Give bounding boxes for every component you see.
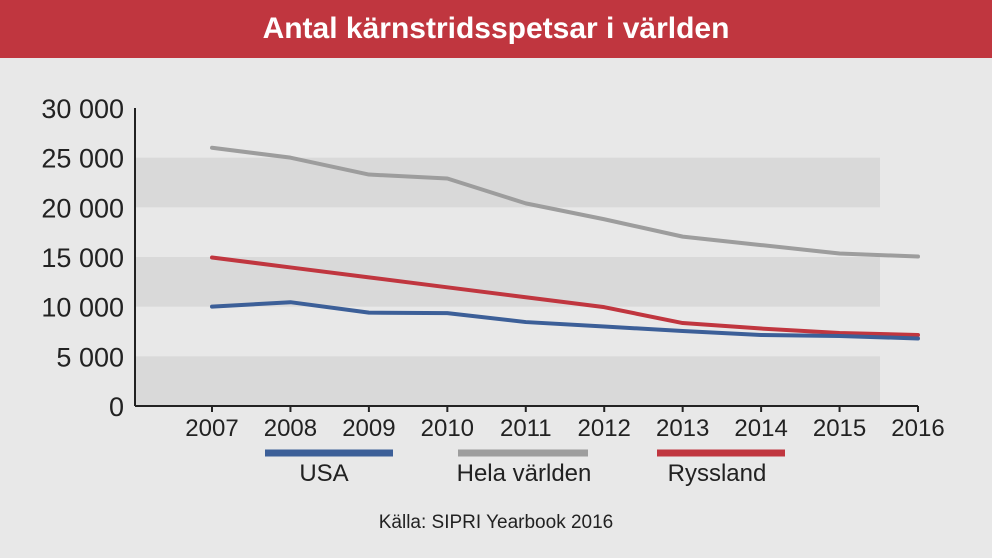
x-tick-label: 2015 xyxy=(813,415,866,442)
title-banner: Antal kärnstridsspetsar i världen xyxy=(0,0,992,58)
x-tick-label: 2016 xyxy=(891,415,944,442)
x-tick-label: 2013 xyxy=(656,415,709,442)
y-tick-label: 0 xyxy=(109,392,124,422)
source-note: Källa: SIPRI Yearbook 2016 xyxy=(378,512,614,533)
chart-title: Antal kärnstridsspetsar i världen xyxy=(262,12,730,45)
grid-band xyxy=(135,356,880,406)
y-tick-label: 10 000 xyxy=(41,293,124,323)
legend-label: Ryssland xyxy=(668,460,767,487)
y-tick-label: 25 000 xyxy=(41,144,124,174)
x-tick-label: 2007 xyxy=(185,415,238,442)
x-tick-label: 2009 xyxy=(342,415,395,442)
series-line-2 xyxy=(210,255,920,337)
x-tick-label: 2010 xyxy=(421,415,474,442)
series-line-1 xyxy=(210,145,920,259)
x-tick-label: 2014 xyxy=(734,415,787,442)
x-tick-label: 2011 xyxy=(500,415,552,442)
grid-band xyxy=(135,157,880,208)
y-tick-label: 30 000 xyxy=(41,94,124,124)
x-tick-label: 2012 xyxy=(578,415,631,442)
grid-band xyxy=(135,257,880,307)
legend-label: Hela världen xyxy=(457,460,592,487)
y-tick-label: 5 000 xyxy=(56,342,124,372)
y-tick-label: 15 000 xyxy=(41,243,124,273)
series-line-0 xyxy=(210,300,920,341)
x-tick-label: 2008 xyxy=(264,415,317,442)
legend-label: USA xyxy=(299,460,348,487)
y-tick-label: 20 000 xyxy=(41,193,124,223)
